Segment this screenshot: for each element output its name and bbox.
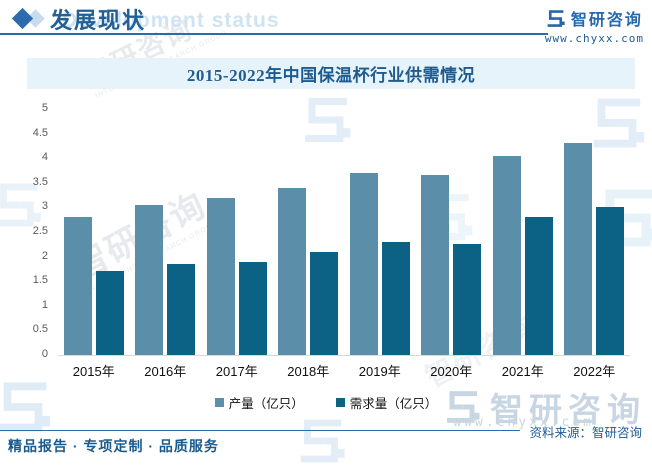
x-tick-label: 2020年 bbox=[430, 364, 473, 379]
bar bbox=[278, 187, 307, 355]
watermark-logo-icon bbox=[294, 414, 348, 468]
bar-group-2019年 bbox=[349, 109, 411, 355]
x-tick-label: 2021年 bbox=[501, 364, 544, 379]
y-tick-label: 0 bbox=[41, 348, 48, 360]
bar-group-2018年 bbox=[277, 109, 339, 355]
y-tick-label: 1 bbox=[41, 298, 48, 311]
y-axis: 0 0.5 1 1.5 2 2.5 3 3.5 4 4.5 5 bbox=[0, 102, 48, 360]
bar-group-2021年 bbox=[492, 109, 554, 355]
bar bbox=[167, 263, 196, 355]
bar bbox=[492, 155, 521, 355]
brand-logo-icon bbox=[546, 9, 566, 27]
brand-name: 智研咨询 bbox=[570, 12, 643, 29]
bar bbox=[95, 271, 124, 355]
y-tick-label: 3 bbox=[41, 200, 48, 213]
bar bbox=[206, 197, 235, 355]
header: Development status 发展现状 智研咨询 www.chyxx.c… bbox=[0, 0, 652, 45]
section-header: 发展现状 bbox=[11, 3, 147, 35]
bar-chart: 0 0.5 1 1.5 2 2.5 3 3.5 4 4.5 5 2015年 2016年 2017年 201… bbox=[0, 102, 652, 409]
header-divider bbox=[0, 33, 548, 35]
x-axis: 2015年 2016年 2017年 2018年 2019年 2020年 2021年 2022年 bbox=[58, 361, 630, 380]
bar-group-2020年 bbox=[420, 109, 482, 355]
diamond-dark-shape bbox=[11, 7, 34, 30]
bar bbox=[596, 207, 625, 355]
legend-label: 产量（亿只） bbox=[228, 397, 304, 411]
y-tick-label: 0.5 bbox=[32, 323, 48, 336]
x-tick-label: 2015年 bbox=[72, 364, 115, 379]
bar-group-2022年 bbox=[563, 109, 625, 355]
brand-url: www.chyxx.com bbox=[544, 32, 644, 45]
footer-divider bbox=[0, 430, 520, 431]
legend-label: 需求量（亿只） bbox=[349, 397, 438, 411]
bar-group-2015年 bbox=[63, 109, 125, 355]
legend-swatch-icon bbox=[335, 398, 345, 407]
bar bbox=[453, 244, 482, 355]
bar bbox=[421, 175, 450, 355]
bar bbox=[63, 217, 92, 355]
bar bbox=[349, 172, 378, 355]
plot-area bbox=[58, 109, 630, 356]
footer-tagline: 精品报告 · 专项定制 · 品质服务 bbox=[8, 438, 219, 454]
brand-block: 智研咨询 www.chyxx.com bbox=[545, 6, 644, 45]
bar bbox=[135, 204, 164, 355]
legend-item: 产量（亿只） bbox=[214, 393, 304, 412]
x-tick-label: 2022年 bbox=[573, 364, 616, 379]
y-tick-label: 2 bbox=[41, 249, 48, 262]
bar bbox=[310, 251, 339, 355]
y-tick-label: 3.5 bbox=[32, 175, 48, 188]
bar bbox=[564, 143, 593, 355]
x-tick-label: 2019年 bbox=[358, 364, 401, 379]
header-watermark-text: Development status bbox=[62, 9, 280, 32]
x-tick-label: 2017年 bbox=[215, 364, 258, 379]
x-tick-label: 2016年 bbox=[144, 364, 187, 379]
data-source: 资料来源：智研咨询 bbox=[529, 426, 642, 440]
y-tick-label: 1.5 bbox=[32, 274, 48, 287]
y-tick-label: 4 bbox=[41, 151, 48, 164]
y-tick-label: 2.5 bbox=[32, 225, 48, 237]
chart-title-band: 2015-2022年中国保温杯行业供需情况 bbox=[27, 58, 635, 89]
chart-title: 2015-2022年中国保温杯行业供需情况 bbox=[186, 66, 476, 85]
bar-group-2017年 bbox=[206, 109, 268, 355]
x-tick-label: 2018年 bbox=[287, 364, 330, 379]
y-tick-label: 5 bbox=[41, 102, 48, 114]
legend-item: 需求量（亿只） bbox=[335, 393, 438, 412]
diamond-icon bbox=[11, 5, 50, 33]
bar-group-2016年 bbox=[134, 109, 196, 355]
bar bbox=[238, 261, 267, 355]
bar bbox=[381, 241, 410, 355]
legend-swatch-icon bbox=[214, 398, 224, 407]
y-tick-label: 4.5 bbox=[32, 126, 48, 139]
chart-legend: 产量（亿只） 需求量（亿只） bbox=[0, 393, 652, 412]
section-title: 发展现状 bbox=[50, 8, 147, 33]
bar bbox=[524, 217, 553, 355]
